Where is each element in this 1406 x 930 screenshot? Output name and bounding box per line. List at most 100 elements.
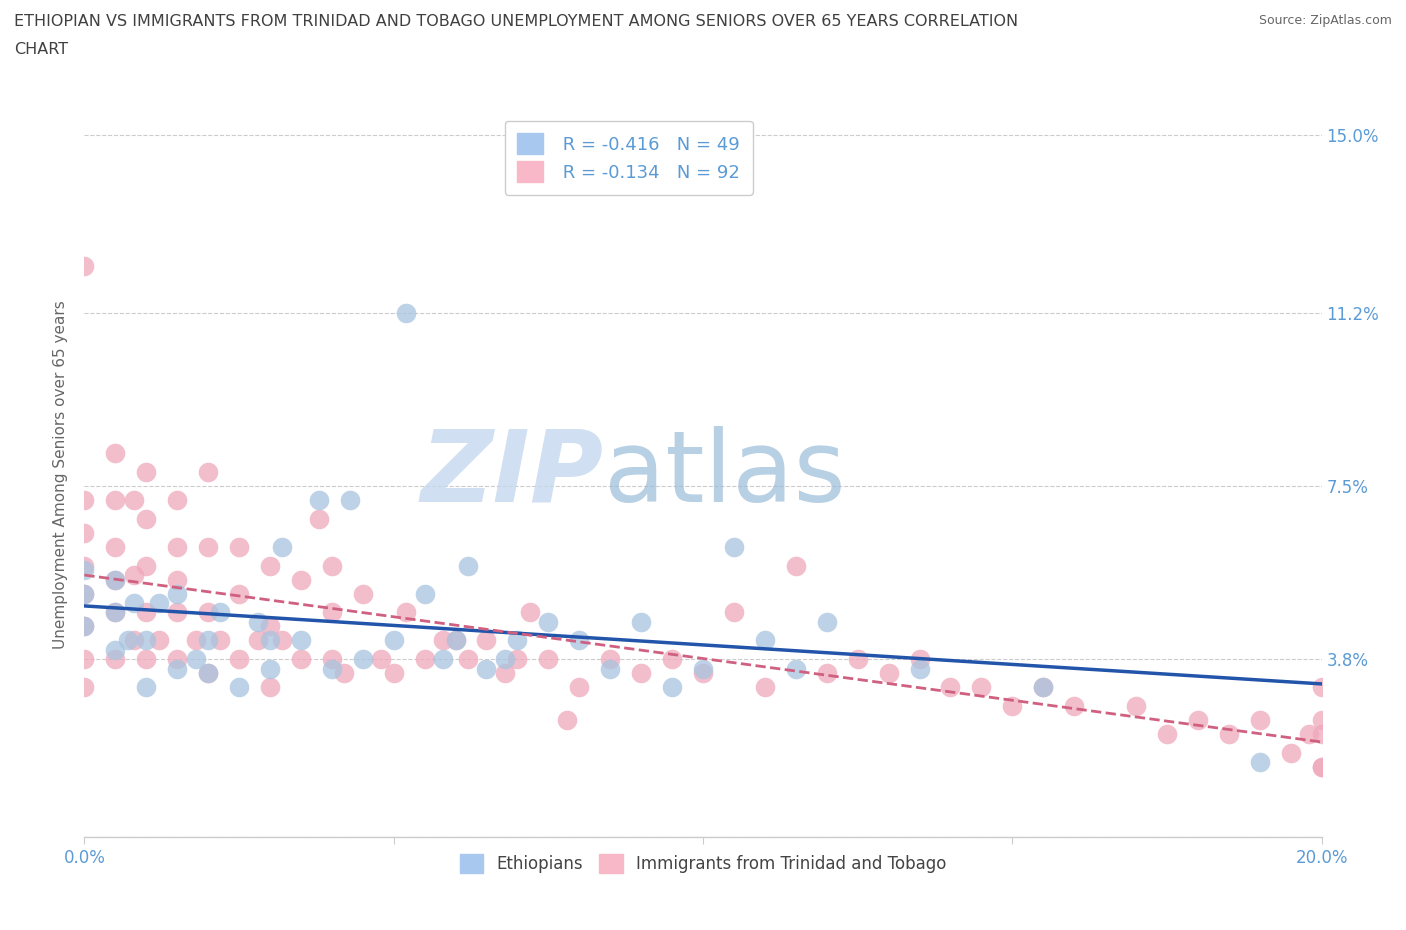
Point: [382, 666, 405, 681]
Point: [506, 652, 529, 667]
Point: [122, 633, 145, 648]
Point: [370, 652, 392, 667]
Point: [166, 572, 188, 587]
Point: [271, 539, 294, 554]
Point: [73, 558, 96, 573]
Point: [1001, 698, 1024, 713]
Point: [339, 493, 361, 508]
Point: [661, 652, 683, 667]
Point: [723, 539, 745, 554]
Point: [877, 666, 900, 681]
Point: [148, 633, 170, 648]
Text: CHART: CHART: [14, 42, 67, 57]
Point: [104, 572, 127, 587]
Point: [1279, 745, 1302, 760]
Point: [308, 512, 330, 526]
Point: [73, 619, 96, 634]
Point: [537, 652, 560, 667]
Point: [166, 604, 188, 619]
Point: [321, 661, 343, 676]
Point: [228, 680, 250, 695]
Point: [692, 666, 714, 681]
Point: [1249, 712, 1271, 727]
Point: [939, 680, 962, 695]
Point: [104, 604, 127, 619]
Point: [148, 595, 170, 610]
Point: [166, 661, 188, 676]
Point: [432, 652, 454, 667]
Point: [494, 666, 516, 681]
Point: [73, 259, 96, 273]
Point: [135, 464, 157, 479]
Point: [785, 661, 807, 676]
Point: [444, 633, 467, 648]
Point: [970, 680, 993, 695]
Point: [122, 567, 145, 582]
Point: [166, 493, 188, 508]
Point: [321, 652, 343, 667]
Point: [599, 661, 621, 676]
Point: [1310, 680, 1333, 695]
Point: [135, 558, 157, 573]
Point: [122, 493, 145, 508]
Point: [197, 539, 219, 554]
Point: [135, 512, 157, 526]
Point: [908, 652, 931, 667]
Point: [754, 680, 776, 695]
Point: [104, 643, 127, 658]
Point: [1063, 698, 1085, 713]
Point: [228, 586, 250, 601]
Text: atlas: atlas: [605, 426, 845, 523]
Point: [457, 558, 479, 573]
Legend: Ethiopians, Immigrants from Trinidad and Tobago: Ethiopians, Immigrants from Trinidad and…: [453, 847, 953, 880]
Point: [382, 633, 405, 648]
Point: [352, 652, 374, 667]
Point: [290, 572, 312, 587]
Point: [444, 633, 467, 648]
Point: [184, 652, 207, 667]
Point: [197, 666, 219, 681]
Point: [506, 633, 529, 648]
Point: [908, 661, 931, 676]
Point: [104, 493, 127, 508]
Point: [104, 652, 127, 667]
Point: [197, 633, 219, 648]
Point: [259, 633, 281, 648]
Point: [1310, 760, 1333, 775]
Point: [104, 604, 127, 619]
Text: Source: ZipAtlas.com: Source: ZipAtlas.com: [1258, 14, 1392, 27]
Point: [1249, 754, 1271, 769]
Point: [308, 493, 330, 508]
Point: [73, 680, 96, 695]
Point: [321, 604, 343, 619]
Point: [599, 652, 621, 667]
Point: [259, 661, 281, 676]
Point: [1310, 760, 1333, 775]
Point: [259, 680, 281, 695]
Point: [815, 666, 838, 681]
Point: [228, 652, 250, 667]
Point: [166, 586, 188, 601]
Point: [846, 652, 869, 667]
Point: [333, 666, 356, 681]
Point: [815, 615, 838, 630]
Point: [197, 666, 219, 681]
Point: [785, 558, 807, 573]
Point: [271, 633, 294, 648]
Point: [209, 604, 232, 619]
Point: [104, 539, 127, 554]
Point: [395, 305, 418, 320]
Point: [568, 680, 591, 695]
Point: [73, 619, 96, 634]
Point: [630, 615, 652, 630]
Point: [122, 595, 145, 610]
Point: [73, 586, 96, 601]
Point: [73, 586, 96, 601]
Point: [259, 558, 281, 573]
Point: [1298, 726, 1320, 741]
Point: [1310, 712, 1333, 727]
Point: [754, 633, 776, 648]
Point: [73, 493, 96, 508]
Point: [1032, 680, 1054, 695]
Point: [73, 563, 96, 578]
